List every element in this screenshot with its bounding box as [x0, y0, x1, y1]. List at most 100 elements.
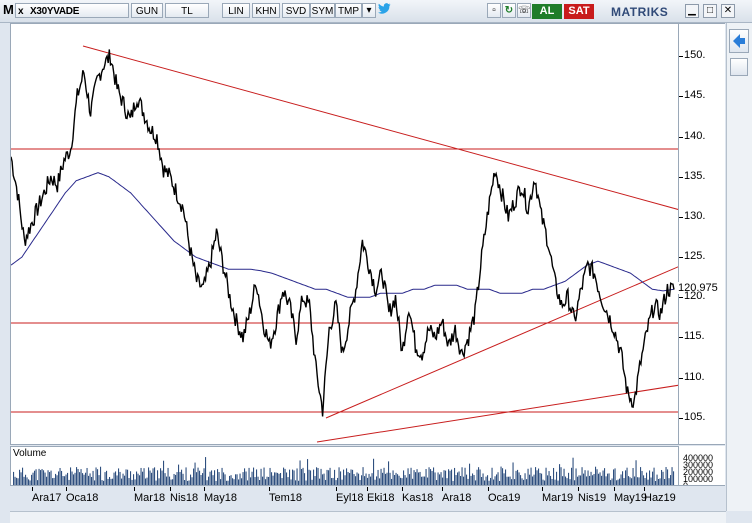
x-tick-label: Oca18	[66, 492, 99, 504]
currency-button[interactable]: TL	[165, 3, 209, 18]
volume-bar	[484, 480, 486, 485]
volume-bar	[535, 467, 537, 485]
volume-bar	[533, 474, 535, 485]
volume-bar	[613, 469, 615, 485]
volume-bar	[91, 476, 93, 485]
volume-tick-label: 0	[683, 481, 689, 486]
scale-button[interactable]: LIN	[222, 3, 250, 18]
volume-tick-label: 200000	[683, 467, 714, 477]
menu-button[interactable]: M	[3, 2, 14, 17]
close-symbol-icon[interactable]: x	[18, 6, 24, 17]
volume-bar	[14, 476, 16, 485]
price-axis[interactable]: 120.975 105. 110. 115. 120. 125. 130. 135. 140.…	[678, 23, 725, 445]
maximize-icon[interactable]: □	[703, 4, 717, 18]
volume-bar	[361, 475, 363, 485]
volume-bar	[631, 478, 633, 485]
volume-chart-svg	[13, 457, 675, 485]
volume-bar	[389, 472, 391, 485]
volume-bar	[70, 467, 72, 485]
volume-bar	[256, 469, 258, 485]
volume-bar	[391, 478, 393, 485]
volume-bar	[31, 474, 33, 485]
volume-bar	[64, 476, 66, 485]
y-tick	[679, 96, 683, 98]
price-plot[interactable]	[10, 23, 679, 445]
x-tick	[578, 487, 579, 491]
horizontal-scrollbar[interactable]	[10, 511, 726, 523]
symbol-input[interactable]: x X30YVADE	[15, 3, 129, 18]
volume-bar	[247, 480, 249, 485]
time-axis[interactable]: Ara17 Oca18 Mar18 Nis18 May18 Tem18 Eyl18 Eki18…	[10, 487, 725, 511]
volume-bar	[349, 473, 351, 485]
volume-bar	[376, 476, 378, 485]
volume-bar	[488, 480, 490, 485]
volume-bar	[491, 467, 493, 485]
volume-bar	[301, 468, 303, 485]
volume-bar	[515, 470, 517, 485]
volume-bar	[652, 471, 654, 485]
volume-bar	[442, 477, 444, 485]
volume-bar	[359, 479, 361, 485]
volume-bar	[140, 467, 142, 485]
panel-option-button[interactable]	[730, 58, 748, 76]
minimize-icon[interactable]: ▁	[685, 4, 699, 18]
volume-bar	[107, 478, 109, 485]
volume-bar	[43, 470, 45, 485]
refresh-icon[interactable]: ↻	[502, 3, 516, 18]
svd-button[interactable]: SVD	[282, 3, 310, 18]
window-icon[interactable]: ▫	[487, 3, 501, 18]
volume-bar	[397, 474, 399, 485]
volume-bar	[283, 467, 285, 485]
volume-bar	[526, 479, 528, 485]
y-tick	[679, 136, 683, 138]
volume-bar	[604, 468, 606, 485]
volume-bar	[163, 460, 165, 485]
volume-bar	[475, 480, 477, 485]
volume-bar	[358, 473, 360, 485]
volume-bar	[340, 471, 342, 485]
volume-bar	[530, 467, 532, 485]
y-tick	[679, 417, 683, 419]
volume-bar	[467, 478, 469, 485]
period-button[interactable]: GUN	[131, 3, 163, 18]
volume-bar	[260, 468, 262, 485]
volume-bar	[331, 478, 333, 485]
volume-bar	[469, 463, 471, 485]
phone-icon[interactable]: ☏	[517, 3, 531, 18]
side-panel	[726, 23, 752, 511]
volume-bar	[628, 476, 630, 485]
y-tick	[679, 216, 683, 218]
x-tick-label: Oca19	[488, 492, 521, 504]
volume-bar	[610, 480, 612, 485]
volume-panel[interactable]: Volume	[10, 446, 679, 486]
y-tick-label: 120.	[684, 290, 706, 303]
tmp-button[interactable]: TMP	[335, 3, 362, 18]
close-icon[interactable]: ✕	[721, 4, 735, 18]
volume-bar	[127, 469, 129, 485]
dropdown-icon[interactable]: ▾	[362, 3, 376, 18]
volume-bar	[541, 473, 543, 485]
khn-button[interactable]: KHN	[252, 3, 280, 18]
volume-bar	[479, 469, 481, 485]
volume-bar	[236, 474, 238, 485]
twitter-icon[interactable]	[377, 3, 391, 18]
volume-bar	[325, 479, 327, 485]
volume-bar	[211, 470, 213, 485]
sym-button[interactable]: SYM	[310, 3, 335, 18]
volume-bar	[542, 479, 544, 485]
buy-button[interactable]: AL	[532, 4, 562, 19]
x-tick	[269, 487, 270, 491]
volume-bar	[497, 472, 499, 485]
collapse-panel-button[interactable]	[729, 29, 749, 53]
sell-button[interactable]: SAT	[564, 4, 594, 19]
volume-tick-label: 100000	[683, 474, 714, 484]
volume-bar	[23, 476, 25, 485]
volume-bar	[460, 476, 462, 485]
volume-bar	[643, 475, 645, 485]
volume-bar	[593, 473, 595, 485]
x-tick-label: Ara18	[442, 492, 472, 504]
volume-bar	[274, 472, 276, 485]
volume-bar	[499, 480, 501, 485]
volume-bar	[493, 479, 495, 485]
x-tick	[32, 487, 33, 491]
